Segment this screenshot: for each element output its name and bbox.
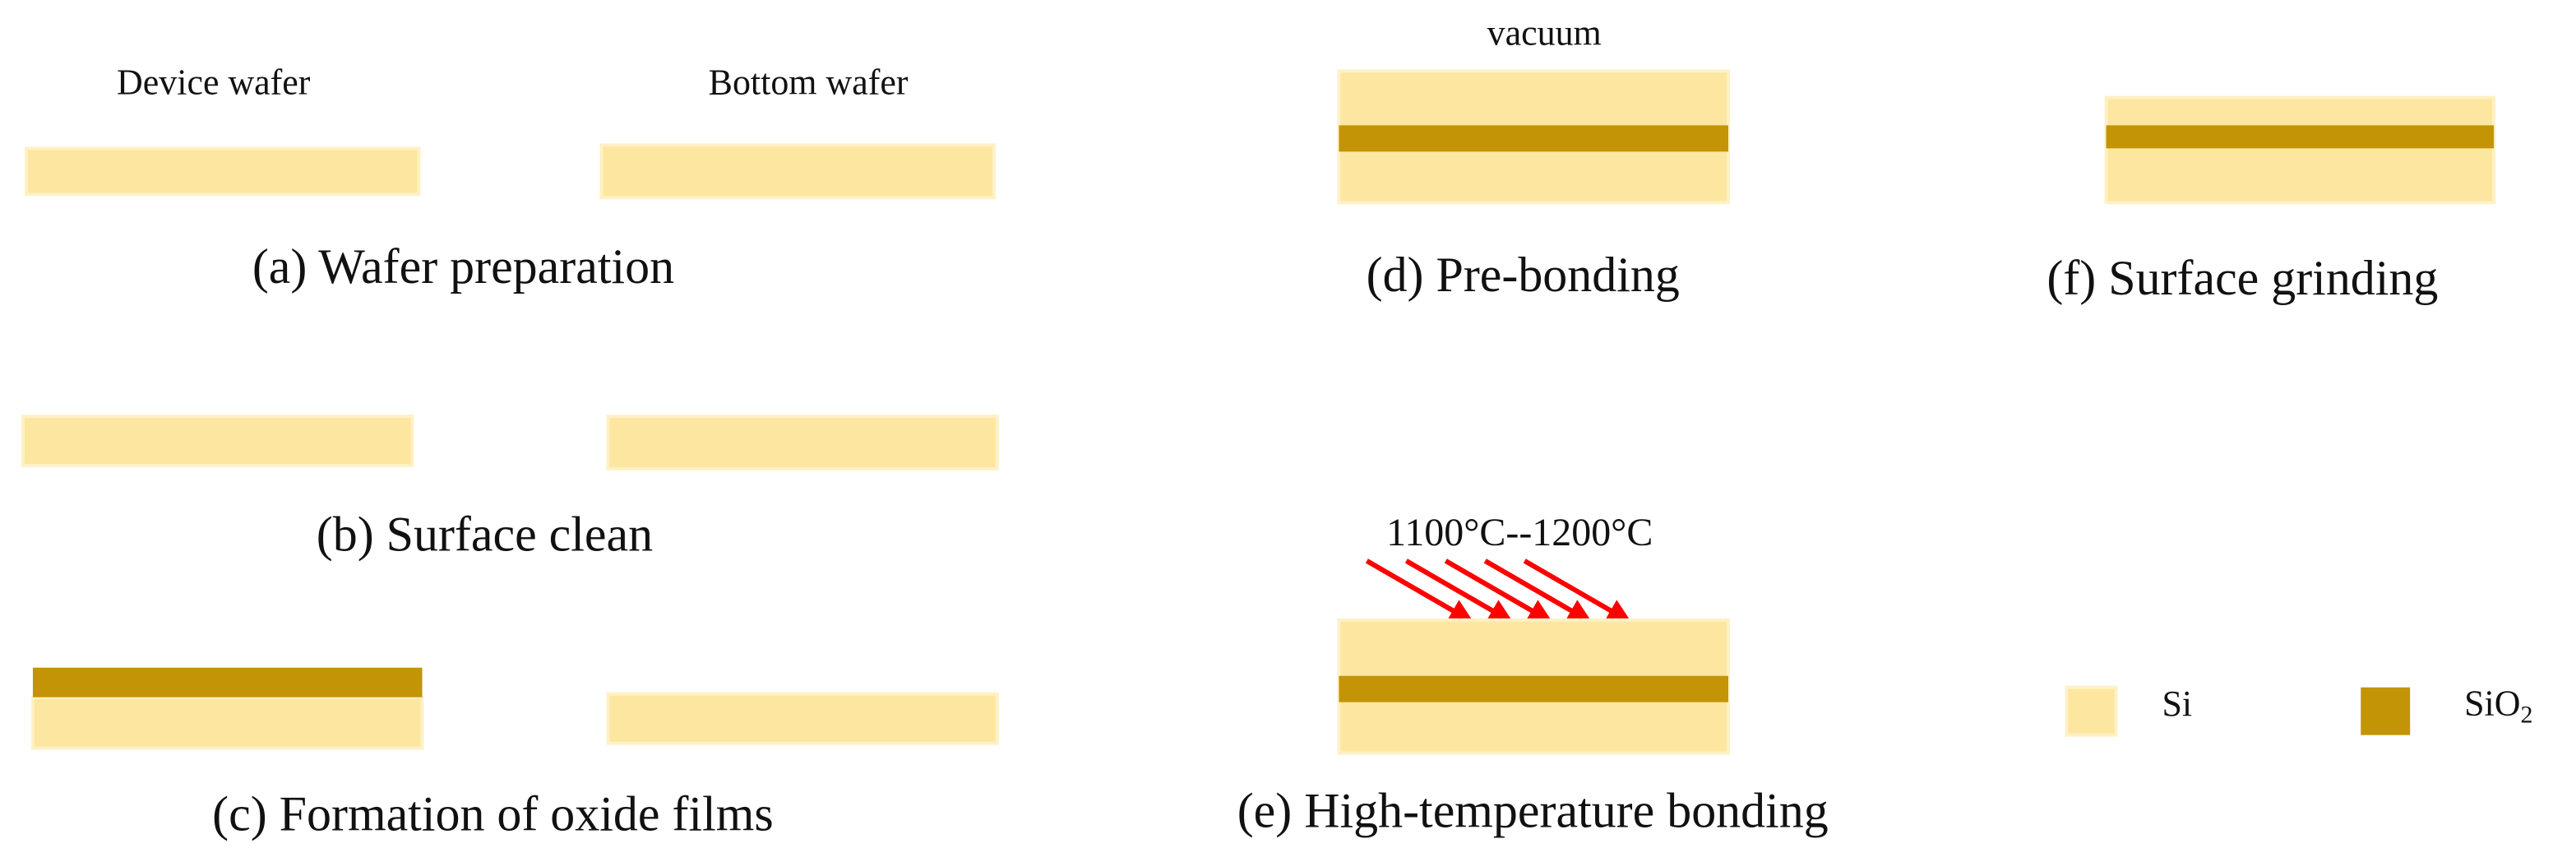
wafer (599, 143, 996, 200)
oxide-layer (2106, 125, 2495, 149)
legend-sio2-subscript: 2 (2521, 702, 2533, 729)
wafer (30, 695, 424, 750)
oxide-layer (32, 667, 423, 697)
legend-si: Si (2162, 684, 2192, 724)
legend-sio2: SiO2 (2464, 684, 2532, 729)
caption: (a) Wafer preparation (252, 239, 674, 294)
caption: (e) High-temperature bonding (1237, 783, 1829, 837)
caption: (f) Surface grinding (2046, 251, 2438, 305)
wafer (21, 415, 414, 467)
device-wafer-label: Device wafer (117, 62, 311, 102)
wafer (606, 415, 999, 470)
oxide-layer (1339, 675, 1728, 702)
caption: (d) Pre-bonding (1367, 248, 1680, 302)
legend-swatch-si (2065, 685, 2118, 737)
vacuum-label: vacuum (1487, 13, 1602, 53)
wafer (606, 692, 999, 745)
temperature-label: 1100°C--1200°C (1386, 511, 1653, 554)
wafer (24, 146, 421, 197)
bottom-wafer-label: Bottom wafer (709, 62, 909, 102)
legend-swatch-sio2 (2361, 687, 2411, 735)
caption: (c) Formation of oxide films (212, 786, 774, 841)
caption: (b) Surface clean (317, 507, 653, 562)
heat-arrows (1365, 558, 1632, 624)
wafer-stack (2104, 95, 2496, 205)
legend-sio2-text: SiO (2464, 684, 2520, 724)
oxide-layer (1339, 125, 1728, 152)
